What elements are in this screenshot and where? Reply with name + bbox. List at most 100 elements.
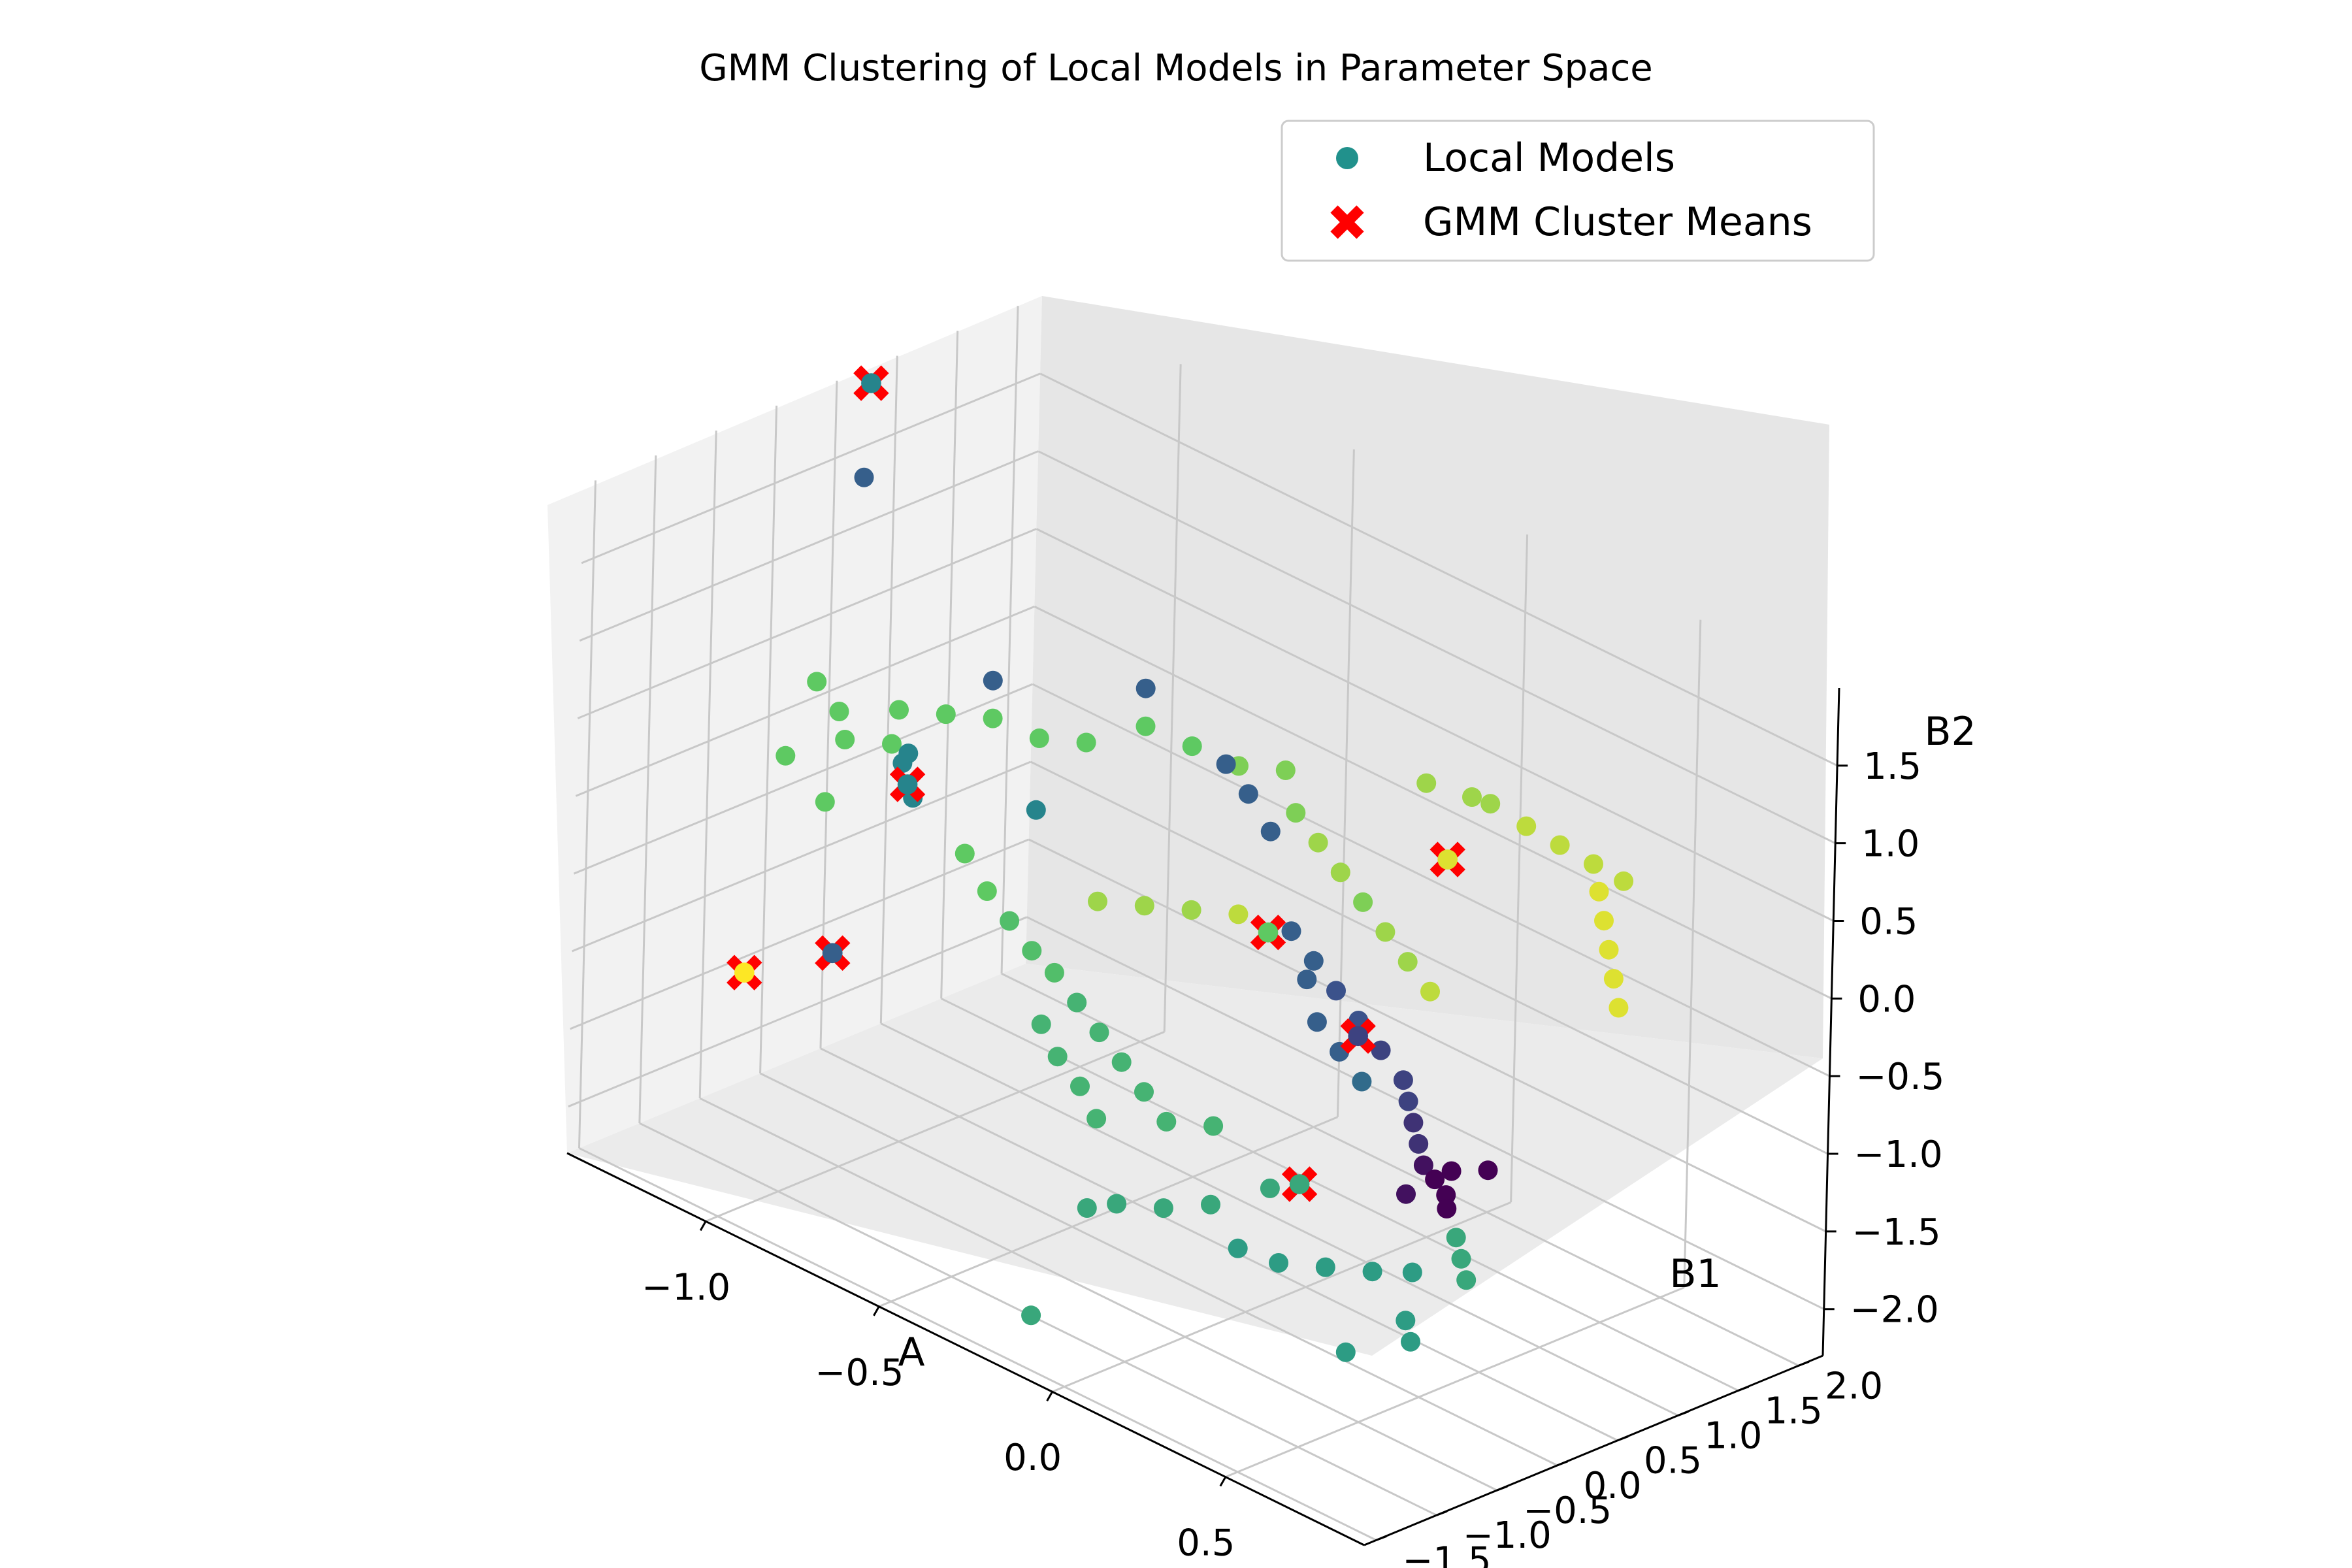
y-grid-line-floor	[578, 1147, 1377, 1541]
local-model-point	[977, 881, 997, 901]
cluster-mean-marker	[1429, 841, 1465, 877]
local-model-point	[1029, 728, 1049, 748]
local-model-point	[1026, 800, 1046, 820]
local-model-point	[807, 672, 827, 692]
local-model-point	[1201, 1194, 1220, 1215]
local-model-point	[1076, 732, 1096, 753]
local-model-point	[1000, 911, 1020, 931]
local-model-point	[1451, 1249, 1471, 1269]
z-grid-line-back	[1039, 372, 1838, 767]
x-grid-line-floor	[705, 1030, 1165, 1222]
cluster-mean-dot	[823, 943, 843, 964]
local-model-point	[1134, 896, 1154, 916]
x-grid-line-back	[1510, 534, 1529, 1203]
chart-title: GMM Clustering of Local Models in Parame…	[699, 47, 1652, 90]
y-tick-label: 0.0	[1584, 1465, 1642, 1507]
legend-x-shape	[1330, 205, 1364, 239]
local-model-point	[815, 792, 835, 812]
z-grid-line-left	[570, 838, 1030, 1030]
local-model-point	[1326, 981, 1346, 1001]
local-model-point	[1480, 794, 1501, 814]
local-model-point	[1416, 773, 1437, 793]
local-model-point	[1550, 835, 1570, 855]
local-model-point	[1516, 816, 1537, 836]
local-model-point	[1111, 1052, 1132, 1072]
y-grid-line-floor	[880, 1022, 1678, 1416]
cluster-mean-marker	[1250, 915, 1286, 951]
local-model-point	[1362, 1262, 1382, 1282]
local-model-point	[983, 670, 1003, 691]
cluster-mean-marker	[853, 365, 889, 401]
y-grid-line-left	[1000, 306, 1019, 974]
legend-marker-local-models	[1336, 147, 1358, 169]
local-model-point	[1589, 881, 1609, 902]
local-model-point	[1403, 1113, 1424, 1133]
z-axis-line	[1821, 687, 1840, 1356]
z-grid-line-left	[571, 760, 1032, 953]
y-tick-mark	[1375, 1535, 1388, 1541]
cluster-mean-marker	[815, 935, 851, 971]
local-model-point	[1413, 1155, 1433, 1175]
cluster-mean-marker	[1281, 1166, 1318, 1202]
local-model-point	[1156, 1111, 1177, 1132]
x-tick-mark	[873, 1306, 880, 1316]
local-model-point	[1584, 854, 1603, 874]
x-grid-line-floor	[1052, 1201, 1512, 1393]
y-tick-mark	[1436, 1510, 1448, 1516]
local-model-point	[1203, 1116, 1224, 1136]
local-model-point	[1070, 1076, 1090, 1096]
local-model-point	[1086, 1109, 1107, 1129]
local-model-point	[1478, 1160, 1498, 1181]
y-tick-label: 1.0	[1704, 1415, 1762, 1458]
local-model-point	[1134, 1082, 1154, 1102]
z-tick-label: 1.0	[1861, 823, 1919, 866]
local-model-point	[1441, 1161, 1462, 1181]
local-model-point	[1021, 1305, 1041, 1326]
y-tick-mark	[1738, 1386, 1750, 1392]
local-model-point	[1216, 754, 1236, 774]
y-grid-line-floor	[820, 1047, 1618, 1442]
y-tick-mark	[1617, 1435, 1629, 1442]
local-model-point	[1371, 1040, 1391, 1060]
y-grid-line-left	[759, 405, 778, 1073]
tick-labels: −1.0−0.50.00.5 −1.5−1.0−0.50.00.51.01.52.…	[642, 745, 1944, 1568]
z-axis-label: B2	[1924, 709, 1976, 755]
local-model-point	[1425, 1169, 1445, 1190]
z-grid-line-back	[1026, 916, 1825, 1311]
x-tick-label: 0.0	[1004, 1437, 1062, 1479]
z-tick-label: 0.0	[1857, 978, 1916, 1021]
y-grid-line-floor	[1001, 972, 1799, 1367]
x-tick-mark	[1219, 1476, 1227, 1487]
z-grid-line-left	[579, 450, 1039, 642]
local-model-point	[1609, 998, 1629, 1018]
x-grid-line-floor	[878, 1116, 1338, 1308]
y-tick-label: 0.5	[1644, 1440, 1702, 1482]
y-grid-line-left	[578, 480, 596, 1149]
x-grid-line-back	[1163, 364, 1182, 1032]
local-model-point	[1181, 900, 1201, 920]
local-model-point	[955, 843, 975, 864]
local-model-point	[829, 702, 849, 721]
local-model-point	[1353, 892, 1373, 912]
local-model-point	[1603, 969, 1624, 989]
local-model-point	[1135, 678, 1156, 698]
legend: Local Models GMM Cluster Means	[1281, 120, 1875, 262]
z-grid-line-left	[577, 528, 1037, 719]
axes	[566, 687, 1848, 1546]
local-model-point	[776, 745, 796, 766]
z-grid-line-back	[1030, 760, 1829, 1155]
local-model-point	[854, 467, 874, 487]
y-axis-label: B1	[1669, 1251, 1721, 1297]
y-grid-line-floor	[699, 1097, 1497, 1492]
local-model-point	[1269, 1253, 1288, 1273]
z-grid-line-back	[1036, 528, 1834, 922]
local-model-point	[835, 730, 855, 749]
cluster-mean-dot	[1437, 849, 1458, 870]
local-model-point	[1393, 1070, 1413, 1090]
back-pane	[1026, 296, 1829, 1058]
x-axis-label: A	[898, 1330, 924, 1375]
z-grid-line-left	[581, 372, 1041, 564]
local-model-point	[1107, 1194, 1127, 1214]
local-model-point	[1437, 1199, 1457, 1218]
